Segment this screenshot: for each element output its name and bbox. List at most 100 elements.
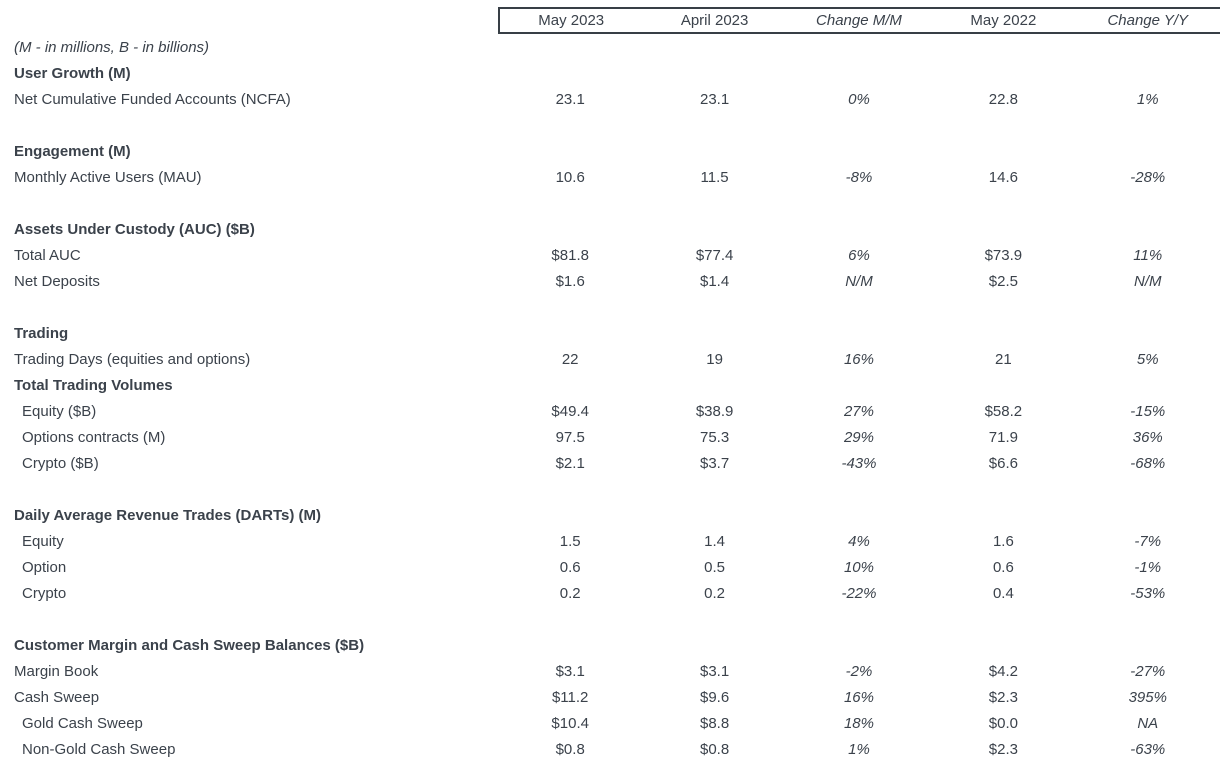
cell-value: 16% bbox=[843, 350, 874, 368]
table-body: (M - in millions, B - in billions) User G… bbox=[0, 34, 1220, 762]
cell-value: 0.4 bbox=[992, 584, 1014, 602]
cell-value: 23.1 bbox=[699, 90, 730, 108]
row-label: Total AUC bbox=[14, 246, 81, 264]
spacer-row bbox=[0, 606, 1220, 632]
cell-value: $0.8 bbox=[699, 740, 730, 758]
cell-value: 14.6 bbox=[988, 168, 1018, 186]
cell-value: 5% bbox=[1136, 350, 1159, 368]
cell-value: $2.3 bbox=[988, 688, 1018, 706]
row-label: Margin Book bbox=[14, 662, 99, 680]
cell-value: $10.4 bbox=[551, 714, 589, 732]
table-row: Total Trading Volumes bbox=[0, 372, 1220, 398]
row-label: Crypto ($B) bbox=[22, 454, 99, 472]
table-row: Engagement (M) bbox=[0, 138, 1220, 164]
table-row: Crypto ($B) $2.1 $3.7 -43% $6.6 -68% bbox=[0, 450, 1220, 476]
cell-value: 4% bbox=[848, 532, 870, 550]
cell-value: -22% bbox=[841, 584, 877, 602]
cell-value: 1.5 bbox=[559, 532, 581, 550]
cell-value: 11.5 bbox=[700, 168, 729, 186]
cell-value: 0.6 bbox=[992, 558, 1014, 576]
cell-value: $73.9 bbox=[984, 246, 1023, 264]
cell-value: 97.5 bbox=[555, 428, 585, 446]
cell-value: $8.8 bbox=[699, 714, 730, 732]
cell-value: N/M bbox=[1134, 272, 1162, 290]
cell-value: $2.3 bbox=[988, 740, 1018, 758]
cell-value: $2.1 bbox=[555, 454, 585, 472]
cell-value: 1% bbox=[848, 740, 870, 758]
cell-value: $6.6 bbox=[988, 454, 1018, 472]
cell-value: $2.5 bbox=[988, 272, 1018, 290]
table-row: Gold Cash Sweep $10.4 $8.8 18% $0.0 NA bbox=[0, 710, 1220, 736]
table-row: Equity 1.5 1.4 4% 1.6 -7% bbox=[0, 528, 1220, 554]
cell-value: $1.4 bbox=[699, 272, 730, 290]
cell-value: -7% bbox=[1134, 532, 1162, 550]
row-label: Option bbox=[22, 558, 67, 576]
cell-value: 16% bbox=[843, 688, 874, 706]
cell-value: NA bbox=[1137, 714, 1159, 732]
table-row: Trading Days (equities and options) 22 19 1… bbox=[0, 346, 1220, 372]
row-label: Non-Gold Cash Sweep bbox=[22, 740, 176, 758]
row-label: Assets Under Custody (AUC) ($B) bbox=[14, 220, 255, 238]
cell-value: $3.1 bbox=[555, 662, 585, 680]
table-row: Equity ($B) $49.4 $38.9 27% $58.2 -15% bbox=[0, 398, 1220, 424]
cell-value: 0.2 bbox=[559, 584, 581, 602]
header-label-spacer bbox=[0, 7, 498, 34]
table-row: Margin Book $3.1 $3.1 -2% $4.2 -27% bbox=[0, 658, 1220, 684]
cell-value: 10% bbox=[843, 558, 874, 576]
cell-value: $4.2 bbox=[988, 662, 1018, 680]
table-row: Daily Average Revenue Trades (DARTs) (M) bbox=[0, 502, 1220, 528]
row-label: Cash Sweep bbox=[14, 688, 100, 706]
cell-value: -2% bbox=[845, 662, 873, 680]
cell-value: $81.8 bbox=[551, 246, 589, 264]
cell-value: $11.2 bbox=[551, 688, 589, 706]
table-row: Crypto 0.2 0.2 -22% 0.4 -53% bbox=[0, 580, 1220, 606]
cell-value: 71.9 bbox=[988, 428, 1018, 446]
row-label: Daily Average Revenue Trades (DARTs) (M) bbox=[14, 506, 322, 524]
cell-value: 10.6 bbox=[555, 168, 585, 186]
table-row: Option 0.6 0.5 10% 0.6 -1% bbox=[0, 554, 1220, 580]
spacer-row bbox=[0, 294, 1220, 320]
cell-value: 395% bbox=[1128, 688, 1167, 706]
cell-value: 36% bbox=[1132, 428, 1163, 446]
row-label: Gold Cash Sweep bbox=[22, 714, 143, 732]
cell-value: $77.4 bbox=[695, 246, 734, 264]
spacer-row bbox=[0, 112, 1220, 138]
cell-value: N/M bbox=[845, 272, 873, 290]
table-row: Customer Margin and Cash Sweep Balances … bbox=[0, 632, 1220, 658]
cell-value: 0.5 bbox=[704, 558, 726, 576]
column-header-april-2023: April 2023 bbox=[642, 7, 787, 34]
row-label: Options contracts (M) bbox=[22, 428, 166, 446]
row-label: Total Trading Volumes bbox=[14, 376, 173, 394]
cell-value: 1.4 bbox=[704, 532, 726, 550]
cell-value: -8% bbox=[845, 168, 873, 186]
cell-value: 23.1 bbox=[555, 90, 585, 108]
cell-value: $0.0 bbox=[988, 714, 1018, 732]
table-row: Options contracts (M) 97.5 75.3 29% 71.9 36% bbox=[0, 424, 1220, 450]
cell-value: -68% bbox=[1130, 454, 1166, 472]
cell-value: 27% bbox=[843, 402, 874, 420]
cell-value: $38.9 bbox=[695, 402, 734, 420]
table-row: Cash Sweep $11.2 $9.6 16% $2.3 395% bbox=[0, 684, 1220, 710]
row-label: Monthly Active Users (MAU) bbox=[14, 168, 202, 186]
table-row: (M - in millions, B - in billions) bbox=[0, 34, 1220, 60]
cell-value: $58.2 bbox=[984, 402, 1023, 420]
cell-value: 1% bbox=[1136, 90, 1159, 108]
cell-value: 22 bbox=[561, 350, 579, 368]
spacer-row bbox=[0, 476, 1220, 502]
table-row: Net Deposits $1.6 $1.4 N/M $2.5 N/M bbox=[0, 268, 1220, 294]
cell-value: 6% bbox=[848, 246, 870, 264]
column-header-may-2022: May 2022 bbox=[931, 7, 1076, 34]
cell-value: $3.1 bbox=[699, 662, 730, 680]
cell-value: $9.6 bbox=[699, 688, 730, 706]
column-header-may-2023: May 2023 bbox=[498, 7, 643, 34]
row-label: Engagement (M) bbox=[14, 142, 131, 160]
table-row: Non-Gold Cash Sweep $0.8 $0.8 1% $2.3 -63% bbox=[0, 736, 1220, 762]
row-label: Equity ($B) bbox=[22, 402, 97, 420]
column-header-change-mm: Change M/M bbox=[786, 7, 932, 34]
cell-value: 21 bbox=[995, 350, 1012, 368]
table-row: Net Cumulative Funded Accounts (NCFA) 23.… bbox=[0, 86, 1220, 112]
table-header: May 2023 April 2023 Change M/M May 2022 … bbox=[0, 7, 1220, 34]
row-label: Trading bbox=[14, 324, 69, 342]
table-row: Monthly Active Users (MAU) 10.6 11.5 -8% 14.… bbox=[0, 164, 1220, 190]
row-label: Net Cumulative Funded Accounts (NCFA) bbox=[14, 90, 291, 108]
